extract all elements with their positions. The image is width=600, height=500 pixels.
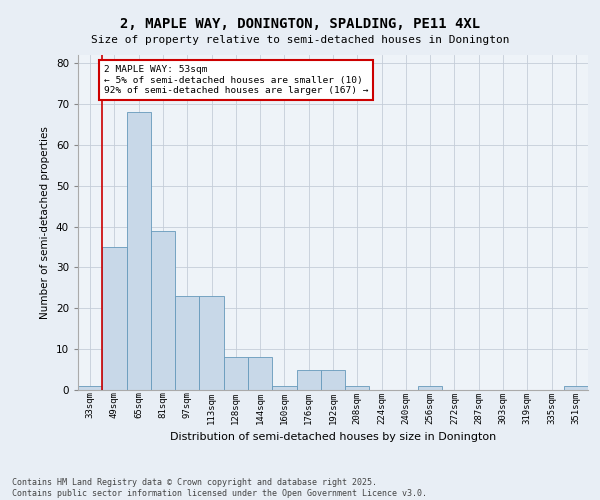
Bar: [127, 112, 151, 390]
Text: Size of property relative to semi-detached houses in Donington: Size of property relative to semi-detach…: [91, 35, 509, 45]
Bar: [345, 386, 370, 390]
Bar: [321, 370, 345, 390]
Bar: [102, 247, 127, 390]
Bar: [418, 386, 442, 390]
Bar: [175, 296, 199, 390]
Bar: [151, 230, 175, 390]
Text: 2, MAPLE WAY, DONINGTON, SPALDING, PE11 4XL: 2, MAPLE WAY, DONINGTON, SPALDING, PE11 …: [120, 18, 480, 32]
Bar: [224, 358, 248, 390]
Y-axis label: Number of semi-detached properties: Number of semi-detached properties: [40, 126, 50, 319]
X-axis label: Distribution of semi-detached houses by size in Donington: Distribution of semi-detached houses by …: [170, 432, 496, 442]
Bar: [296, 370, 321, 390]
Bar: [272, 386, 296, 390]
Text: Contains HM Land Registry data © Crown copyright and database right 2025.
Contai: Contains HM Land Registry data © Crown c…: [12, 478, 427, 498]
Bar: [78, 386, 102, 390]
Text: 2 MAPLE WAY: 53sqm
← 5% of semi-detached houses are smaller (10)
92% of semi-det: 2 MAPLE WAY: 53sqm ← 5% of semi-detached…: [104, 65, 368, 95]
Bar: [564, 386, 588, 390]
Bar: [199, 296, 224, 390]
Bar: [248, 358, 272, 390]
